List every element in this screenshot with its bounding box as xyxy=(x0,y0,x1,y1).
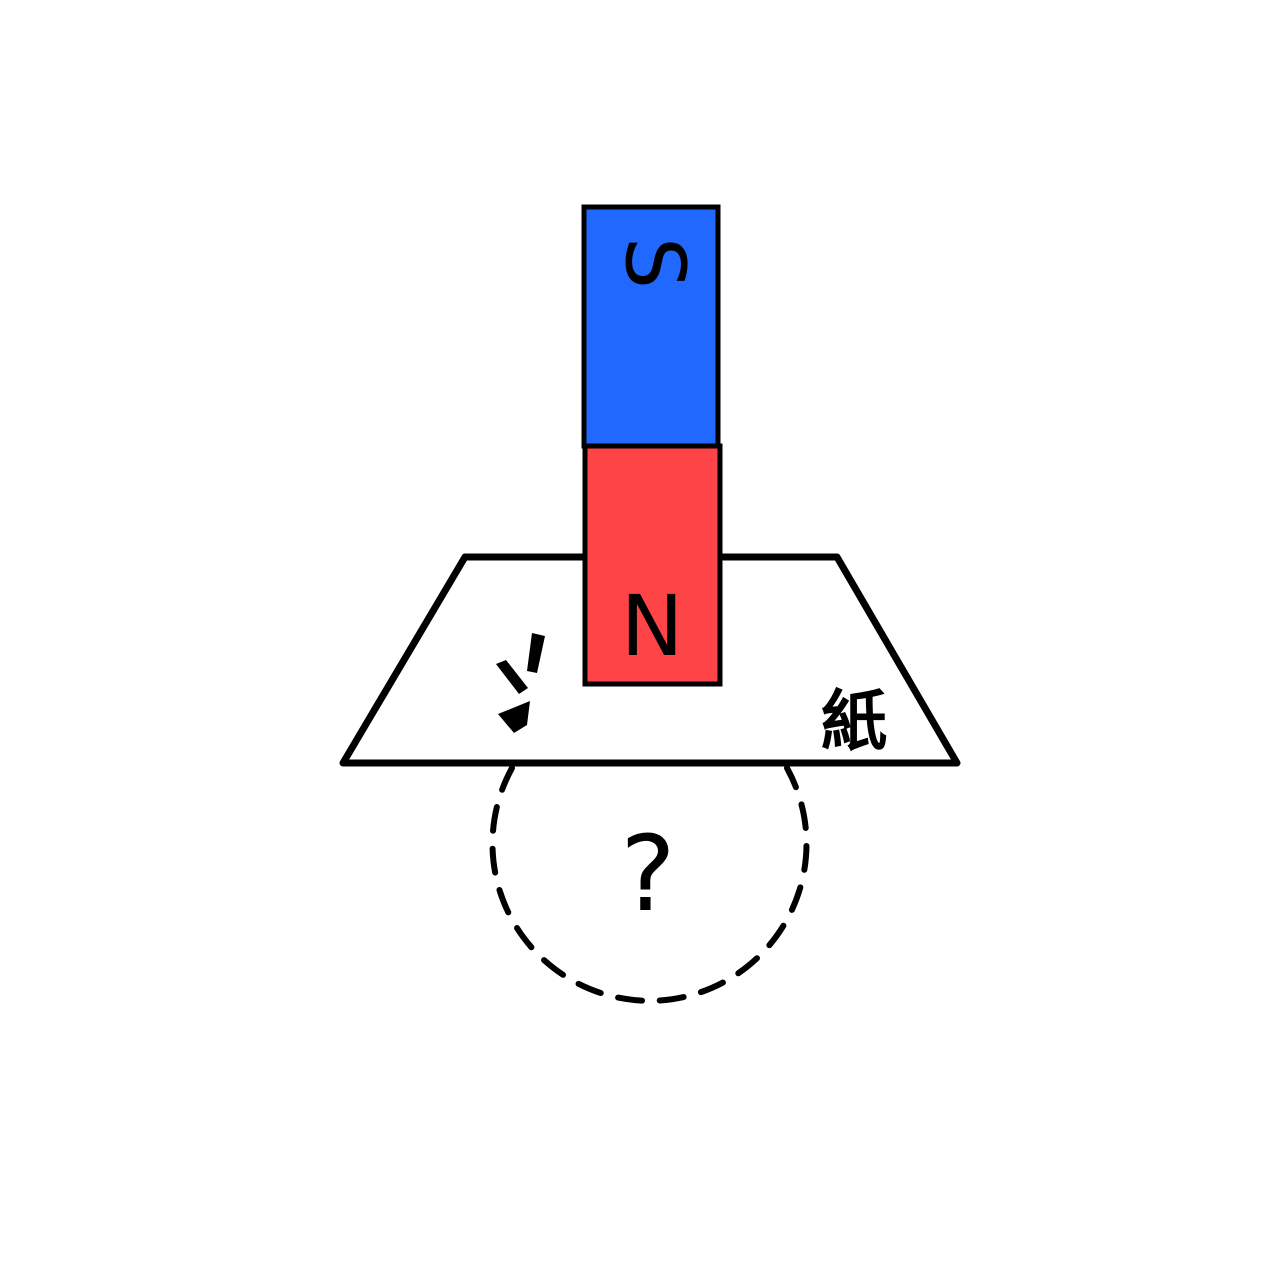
bar-magnet: S N xyxy=(581,204,723,687)
emphasis-lines-icon xyxy=(496,633,545,733)
hidden-region: ? xyxy=(489,765,810,1004)
north-pole-label: N xyxy=(621,577,684,675)
hidden-region-dashed-circle xyxy=(489,765,810,1004)
magnet-north-pole xyxy=(582,443,723,687)
south-pole-label: S xyxy=(607,237,702,289)
question-mark-label: ? xyxy=(620,813,675,935)
magnet-south-pole xyxy=(581,204,721,449)
paper-label: 紙 xyxy=(821,683,887,760)
